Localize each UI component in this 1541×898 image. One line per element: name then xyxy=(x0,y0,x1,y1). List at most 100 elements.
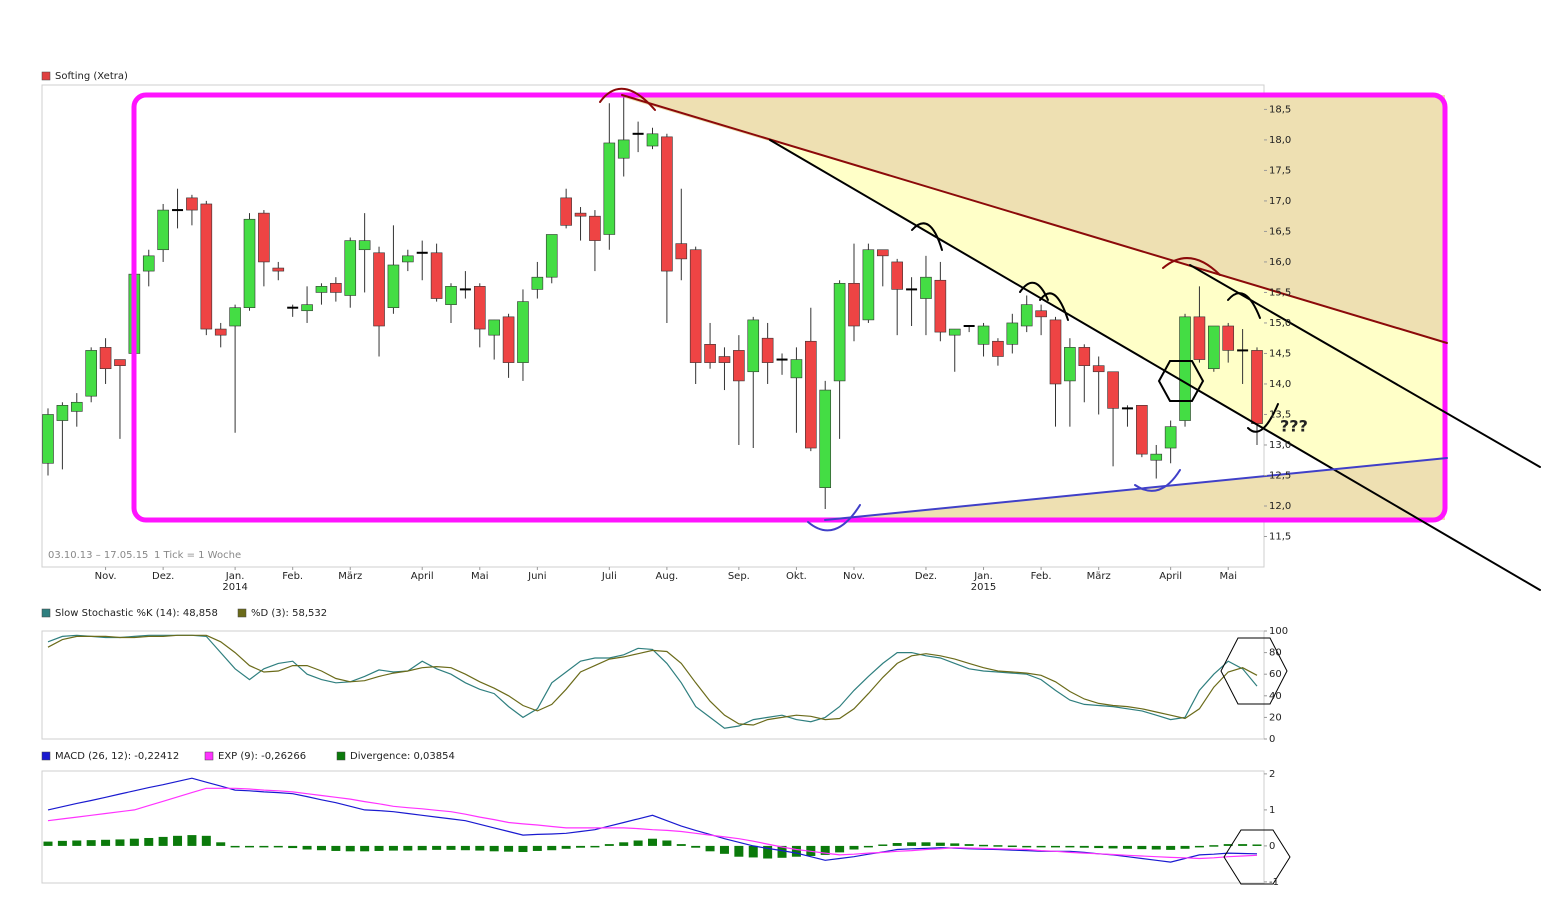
top-arc xyxy=(1227,292,1261,319)
candle-body xyxy=(1006,322,1019,345)
histogram-bar xyxy=(576,845,586,848)
candle-body xyxy=(56,405,69,421)
bottom-arc xyxy=(1134,469,1181,492)
histogram-bar xyxy=(950,843,960,846)
histogram-bar xyxy=(417,845,427,851)
candle-body xyxy=(186,197,198,211)
histogram-bar xyxy=(748,845,758,858)
histogram-bar xyxy=(1094,845,1104,849)
histogram-bar xyxy=(259,845,269,848)
y-tick-label: 15,5 xyxy=(1269,287,1291,298)
candle-body xyxy=(42,414,54,464)
highlight-box xyxy=(131,92,1448,523)
histogram-bar xyxy=(187,835,197,846)
histogram-bar xyxy=(144,837,154,846)
candle-body xyxy=(891,261,903,290)
y-tick-label: 16,0 xyxy=(1269,257,1291,268)
resistance-line xyxy=(621,94,1448,344)
histogram-bar xyxy=(72,840,82,846)
candle-body xyxy=(1064,347,1076,382)
top-arc xyxy=(1162,257,1221,276)
y-tick-label: 17,0 xyxy=(1269,196,1291,207)
histogram-bar xyxy=(892,843,902,846)
candle-body xyxy=(848,282,860,327)
histogram-bar xyxy=(1180,845,1190,849)
histogram-bar xyxy=(820,845,830,855)
histogram-bar xyxy=(1051,845,1060,848)
candle-body xyxy=(761,337,774,363)
candle-body xyxy=(157,209,169,251)
series-line xyxy=(47,634,1258,726)
x-tick-label: Nov. xyxy=(843,571,865,582)
histogram-bar xyxy=(1166,845,1176,850)
candle-body xyxy=(1107,371,1119,409)
x-tick-label: Jan. xyxy=(225,571,245,582)
x-tick-label: Juni xyxy=(527,571,546,582)
legend-label: EXP (9): -0,26266 xyxy=(218,751,306,762)
x-tick-label: Nov. xyxy=(95,571,117,582)
y-tick-label: 60 xyxy=(1269,669,1282,680)
histogram-bar xyxy=(230,845,240,848)
candle-body xyxy=(862,249,875,321)
candle-body xyxy=(430,252,443,299)
legend-swatch xyxy=(336,751,346,761)
histogram-bar xyxy=(648,838,657,846)
candle-body xyxy=(1049,319,1062,385)
x-tick-label: Mai xyxy=(1219,571,1237,582)
histogram-bar xyxy=(791,845,801,857)
histogram-bar xyxy=(432,845,442,850)
histogram-bar xyxy=(719,845,729,854)
histogram-bar xyxy=(316,845,326,851)
histogram-bar xyxy=(489,845,499,852)
histogram-bar xyxy=(403,845,413,851)
hexagon xyxy=(1223,829,1291,885)
x-tick-label: März xyxy=(338,571,362,582)
histogram-bar xyxy=(1108,845,1118,849)
candle-body xyxy=(661,136,673,272)
candle-body xyxy=(1092,365,1105,373)
legend-label: Slow Stochastic %K (14): 48,858 xyxy=(55,608,218,619)
candle-body xyxy=(704,344,716,363)
x-tick-label: Aug. xyxy=(656,571,679,582)
hexagon xyxy=(1220,637,1288,705)
histogram-bar xyxy=(619,842,629,846)
stochastic-panel xyxy=(41,630,1265,740)
x-tick-label: März xyxy=(1087,571,1111,582)
candle-body xyxy=(200,203,213,330)
candle-body xyxy=(977,325,990,345)
histogram-bar xyxy=(590,845,600,848)
y-tick-label: 12,0 xyxy=(1269,501,1291,512)
histogram-bar xyxy=(43,841,53,846)
legend-swatch xyxy=(237,608,247,618)
candle-body xyxy=(1179,316,1191,421)
y-tick-label: 14,0 xyxy=(1269,379,1291,390)
candle-body xyxy=(876,249,889,257)
candle-body xyxy=(1136,405,1148,455)
candle-body xyxy=(1251,350,1263,424)
histogram-bar xyxy=(1022,845,1032,848)
candle-body xyxy=(948,328,961,336)
year-label: 2015 xyxy=(971,582,996,593)
y-tick-label: 15,0 xyxy=(1269,318,1291,329)
candle-body xyxy=(373,252,385,327)
candle-body xyxy=(387,264,400,308)
candle-body xyxy=(1150,453,1163,461)
candle-body xyxy=(70,401,83,412)
histogram-bar xyxy=(288,845,298,849)
histogram-bar xyxy=(518,845,528,853)
histogram-bar xyxy=(993,845,1003,847)
histogram-bar xyxy=(662,840,672,846)
candle-body xyxy=(229,307,241,327)
y-tick-label: 17,5 xyxy=(1269,165,1291,176)
x-tick-label: Feb. xyxy=(1031,571,1052,582)
candle-body xyxy=(733,350,745,382)
y-tick-label: 18,0 xyxy=(1269,135,1291,146)
y-tick-label: -1 xyxy=(1269,877,1279,888)
x-tick-label: Dez. xyxy=(915,571,937,582)
candle-body xyxy=(1035,310,1047,318)
candle-body xyxy=(718,356,731,363)
histogram-bar xyxy=(360,845,370,852)
histogram-bar xyxy=(86,840,96,846)
histogram-bar xyxy=(388,845,398,851)
